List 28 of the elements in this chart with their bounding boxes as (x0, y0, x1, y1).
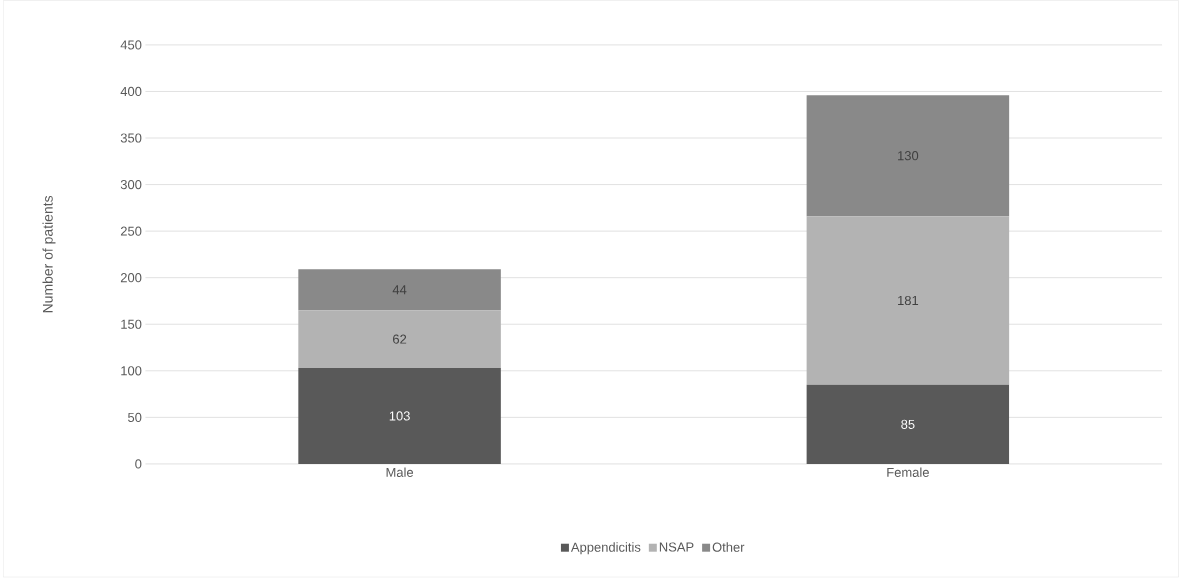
bar (806, 384, 1010, 465)
y-tick-label: 400 (120, 87, 142, 97)
legend-label: Appendicitis (570, 542, 641, 555)
bar (298, 368, 501, 465)
x-tick-label: Female (887, 467, 929, 478)
data-label: 103 (389, 411, 410, 421)
y-tick-label: 0 (135, 459, 142, 469)
y-tick-label: 200 (120, 273, 142, 283)
data-label: 130 (898, 151, 919, 161)
legend-label: Other (712, 542, 745, 552)
data-label: 181 (898, 296, 919, 306)
y-tick-label: 450 (120, 40, 142, 50)
y-tick-label: 300 (120, 180, 142, 190)
data-label: 85 (901, 419, 915, 430)
bar (806, 216, 1010, 385)
y-tick-label: 250 (120, 226, 142, 236)
data-label: 62 (393, 334, 407, 344)
y-tick-label: 350 (120, 133, 142, 143)
bar (806, 95, 1010, 217)
y-tick-label: 150 (121, 319, 142, 329)
y-axis-title: Number of patients (42, 196, 56, 313)
legend-label: NSAP (659, 542, 694, 552)
y-tick-label: 50 (128, 412, 142, 423)
x-tick-label: Male (386, 467, 414, 478)
bar (298, 269, 501, 311)
bar (298, 310, 501, 369)
data-label: 44 (392, 285, 407, 295)
y-tick-label: 100 (121, 366, 142, 376)
